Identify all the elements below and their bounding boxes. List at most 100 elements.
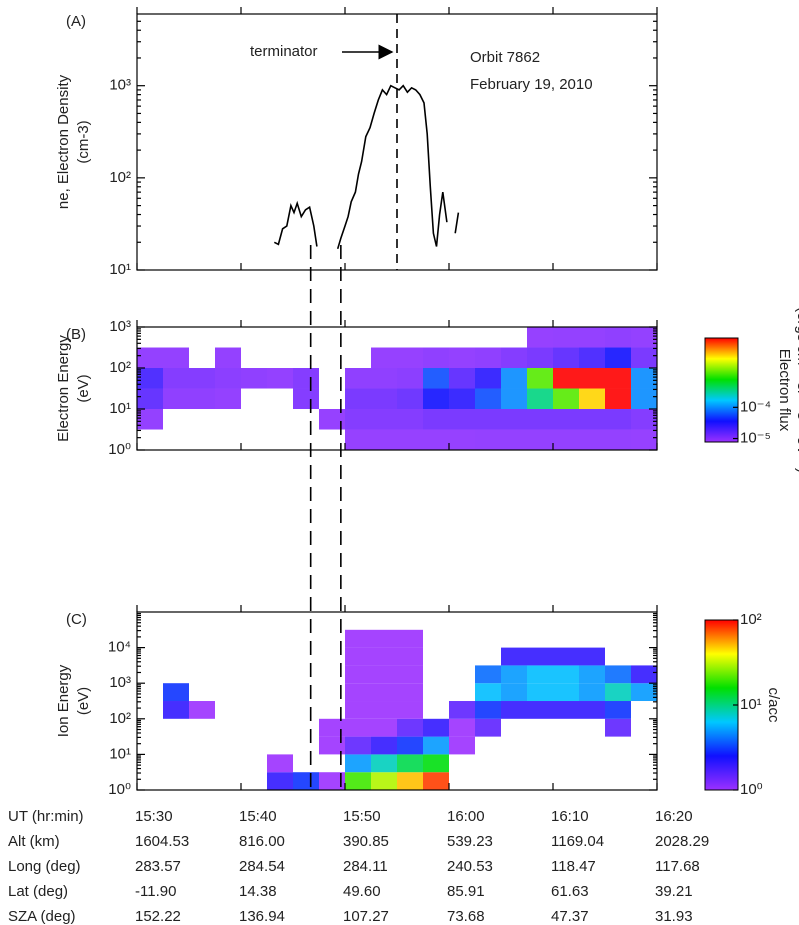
ephemeris-value: 107.27 — [343, 908, 389, 925]
y-tick-label: 10¹ — [109, 261, 131, 278]
heat-cell — [371, 409, 397, 430]
heat-cell — [475, 409, 501, 430]
heat-cell — [501, 409, 527, 430]
colorbar-tick-label: 10² — [740, 611, 762, 628]
panel-label: (A) — [66, 13, 86, 30]
heat-cell — [501, 347, 527, 368]
heat-cell — [371, 647, 397, 666]
heat-cell — [163, 701, 189, 719]
heat-cell — [397, 647, 423, 666]
heat-cell — [579, 701, 605, 719]
heat-cell — [605, 665, 631, 684]
heat-cell — [527, 429, 553, 450]
y-tick-label: 10⁰ — [108, 781, 131, 798]
y-tick-label: 10² — [109, 169, 131, 186]
ephemeris-value: 85.91 — [447, 883, 485, 900]
heat-cell — [553, 388, 579, 409]
ephemeris-label: UT (hr:min) — [8, 808, 84, 825]
heat-cell — [397, 736, 423, 755]
heat-cell — [397, 718, 423, 737]
ephemeris-value: 240.53 — [447, 858, 493, 875]
date-label: February 19, 2010 — [470, 76, 593, 93]
ephemeris-value: 31.93 — [655, 908, 693, 925]
heat-cell — [579, 429, 605, 450]
heat-cell — [449, 347, 475, 368]
x-tick-label: 15:40 — [239, 808, 277, 825]
heat-cell — [527, 683, 553, 702]
ephemeris-value: 47.37 — [551, 908, 589, 925]
heat-cell — [397, 754, 423, 773]
heat-cell — [605, 368, 631, 389]
heat-cell — [579, 665, 605, 684]
plot-frame — [136, 326, 658, 451]
heat-cell — [423, 347, 449, 368]
heat-cell — [501, 683, 527, 702]
heat-cell — [449, 701, 475, 719]
ephemeris-value: 117.68 — [655, 858, 700, 875]
heat-cell — [449, 429, 475, 450]
heat-cell — [475, 429, 501, 450]
heat-cell — [215, 388, 241, 409]
colorbar-label: c/acc — [765, 687, 782, 723]
ephemeris-value: 1169.04 — [551, 833, 604, 850]
heat-cell — [449, 718, 475, 737]
heat-cell — [605, 718, 631, 737]
heat-cell — [371, 388, 397, 409]
y-axis-label: ne, Electron Density — [55, 74, 72, 209]
heat-cell — [371, 347, 397, 368]
heat-cell — [553, 368, 579, 389]
heat-cell — [397, 665, 423, 684]
heat-cell — [423, 718, 449, 737]
heat-cell — [501, 429, 527, 450]
ephemeris-value: 136.94 — [239, 908, 285, 925]
colorbar-tick-label: 10⁻⁴ — [740, 398, 771, 415]
heat-cell — [501, 665, 527, 684]
ephemeris-value: 283.57 — [135, 858, 181, 875]
heat-cell — [579, 647, 605, 666]
heat-cell — [449, 409, 475, 430]
colorbar-tick-label: 10¹ — [740, 696, 762, 713]
heat-cell — [345, 647, 371, 666]
y-tick-label: 10² — [109, 359, 131, 376]
heat-cell — [527, 388, 553, 409]
heat-cell — [605, 347, 631, 368]
heat-cell — [631, 665, 657, 684]
colorbar-tick-label: 10⁻⁵ — [740, 430, 771, 447]
heat-cell — [579, 388, 605, 409]
y-tick-label: 10⁴ — [108, 639, 131, 656]
heat-cell — [501, 701, 527, 719]
y-tick-label: 10² — [109, 710, 131, 727]
heat-cell — [553, 409, 579, 430]
heat-cell — [163, 347, 189, 368]
x-tick-label: 16:10 — [551, 808, 589, 825]
heat-cell — [501, 368, 527, 389]
heat-cell — [345, 665, 371, 684]
y-tick-label: 10³ — [109, 77, 131, 94]
heat-cell — [397, 409, 423, 430]
heat-cell — [397, 347, 423, 368]
orbit-label: Orbit 7862 — [470, 49, 540, 66]
ephemeris-value: 14.38 — [239, 883, 277, 900]
heat-cell — [605, 388, 631, 409]
heat-cell — [371, 718, 397, 737]
heat-cell — [241, 368, 267, 389]
heat-cell — [475, 683, 501, 702]
ephemeris-value: 118.47 — [551, 858, 596, 875]
heat-cell — [579, 347, 605, 368]
plot-frame — [136, 611, 658, 791]
panel-label: (C) — [66, 611, 87, 628]
heat-cell — [345, 736, 371, 755]
ephemeris-value: -11.90 — [135, 883, 176, 900]
heat-cell — [137, 409, 163, 430]
ephemeris-value: 39.21 — [655, 883, 693, 900]
heat-cell — [319, 718, 345, 737]
y-tick-label: 10³ — [109, 674, 131, 691]
heat-cell — [423, 409, 449, 430]
heat-cell — [163, 368, 189, 389]
heat-cell — [267, 754, 293, 773]
terminator-label: terminator — [250, 43, 318, 60]
heat-cell — [605, 327, 631, 348]
heat-cell — [553, 647, 579, 666]
heat-cell — [631, 327, 657, 348]
